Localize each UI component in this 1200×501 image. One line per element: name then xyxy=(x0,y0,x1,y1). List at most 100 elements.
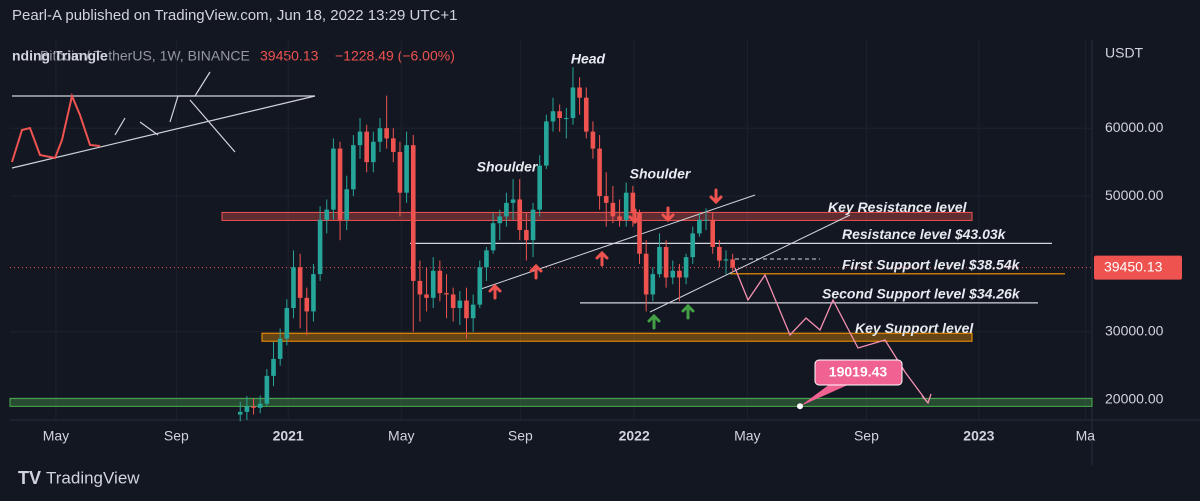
callout-box xyxy=(814,359,903,386)
level-zone xyxy=(261,332,973,342)
candle-body xyxy=(623,192,629,220)
candle-body xyxy=(331,148,336,210)
x-tick-label: 2023 xyxy=(963,428,994,444)
candle-body xyxy=(257,403,263,408)
candle-body xyxy=(650,274,656,295)
candle-body xyxy=(450,294,456,309)
candle-body xyxy=(277,338,283,359)
x-tick-label: May xyxy=(734,428,760,444)
candle-body xyxy=(304,297,310,312)
candle-body xyxy=(557,111,562,119)
candle-body xyxy=(430,270,436,298)
candle-body xyxy=(371,141,376,163)
projection-arrow xyxy=(921,393,932,405)
y-tick-label: 30000.00 xyxy=(1105,322,1164,338)
level-label: Key Resistance level xyxy=(828,199,968,215)
y-tick-label: 60000.00 xyxy=(1105,119,1164,135)
callout-label: 19019.43 xyxy=(829,364,888,380)
candle-body xyxy=(570,87,576,119)
level-label: Resistance level $43.03k xyxy=(842,226,1007,242)
annotation: Head xyxy=(571,51,606,67)
candle-body xyxy=(264,375,270,404)
candle-body xyxy=(723,259,729,261)
trend-line xyxy=(477,194,756,291)
candle-body xyxy=(697,219,702,234)
candle-body xyxy=(504,202,509,217)
header-title: Pearl-A published on TradingView.com, Ju… xyxy=(12,7,457,24)
symbol: Bitcoin / TetherUS, 1W, BINANCE xyxy=(40,48,250,64)
candle-body xyxy=(510,199,516,203)
candle-body xyxy=(437,270,443,294)
candle-body xyxy=(590,131,596,149)
candle-body xyxy=(637,213,642,254)
candle-body xyxy=(530,209,536,241)
triangle-sketch xyxy=(11,71,316,169)
candle-body xyxy=(564,118,569,120)
x-tick-label: May xyxy=(43,428,69,444)
candle-body xyxy=(291,267,296,309)
candle-body xyxy=(424,294,429,298)
candle-body xyxy=(251,406,256,408)
candle-body xyxy=(730,259,735,268)
candle-body xyxy=(710,219,716,247)
candle-body xyxy=(284,308,290,339)
candle-body xyxy=(444,293,449,295)
x-tick-label: May xyxy=(388,428,414,444)
projection-path xyxy=(734,267,929,404)
candle-body xyxy=(297,267,303,298)
level-label: First Support level $38.54k xyxy=(842,257,1021,273)
y-axis-label: USDT xyxy=(1105,45,1144,61)
x-tick-label: Sep xyxy=(508,428,533,444)
x-tick-label: 2022 xyxy=(619,428,650,444)
candle-body xyxy=(630,192,636,214)
candle-body xyxy=(344,189,350,220)
candle-body xyxy=(384,128,389,139)
candle-body xyxy=(457,300,463,309)
x-tick-label: 2021 xyxy=(273,428,304,444)
candle-body xyxy=(324,209,330,220)
footer xyxy=(0,465,1200,501)
candle-body xyxy=(670,270,676,278)
candle-body xyxy=(244,406,250,412)
candle-body xyxy=(603,196,609,203)
footer-brand: TradingView xyxy=(46,468,140,487)
callout-pointer xyxy=(800,384,850,407)
candle-body xyxy=(470,304,476,319)
candle-body xyxy=(583,97,589,132)
level-label: Second Support level $34.26k xyxy=(822,286,1021,302)
x-tick-label: Sep xyxy=(854,428,879,444)
candle-body xyxy=(397,151,403,193)
candle-body xyxy=(597,148,602,197)
candle-body xyxy=(643,253,649,295)
candle-body xyxy=(703,219,709,221)
candle-body xyxy=(544,121,549,166)
drawing-name: nding Triangle xyxy=(12,48,108,64)
candle-body xyxy=(677,270,682,278)
candle-body xyxy=(317,219,323,275)
candle-body xyxy=(377,128,383,142)
candle-body xyxy=(404,145,409,193)
level-zone xyxy=(9,397,1093,407)
trend-line xyxy=(649,214,851,313)
candle-body xyxy=(237,411,243,415)
header-price: 39450.13 xyxy=(260,48,319,64)
candle-body xyxy=(617,216,622,220)
candle-body xyxy=(477,267,483,305)
candle-body xyxy=(364,131,369,163)
candle-body xyxy=(410,145,416,281)
candle-body xyxy=(490,223,496,251)
footer-logo: TV xyxy=(18,468,41,488)
annotation: Shoulder xyxy=(477,159,539,175)
projection-point xyxy=(797,403,803,410)
price-tag xyxy=(1094,255,1182,280)
x-tick-label: Sep xyxy=(164,428,189,444)
candle-body xyxy=(690,233,696,258)
candle-body xyxy=(663,246,669,278)
x-tick-label: Ma xyxy=(1076,428,1096,444)
candle-body xyxy=(337,148,343,220)
price-tag-label: 39450.13 xyxy=(1104,258,1163,274)
y-tick-label: 50000.00 xyxy=(1105,187,1164,203)
candle-body xyxy=(683,257,689,278)
